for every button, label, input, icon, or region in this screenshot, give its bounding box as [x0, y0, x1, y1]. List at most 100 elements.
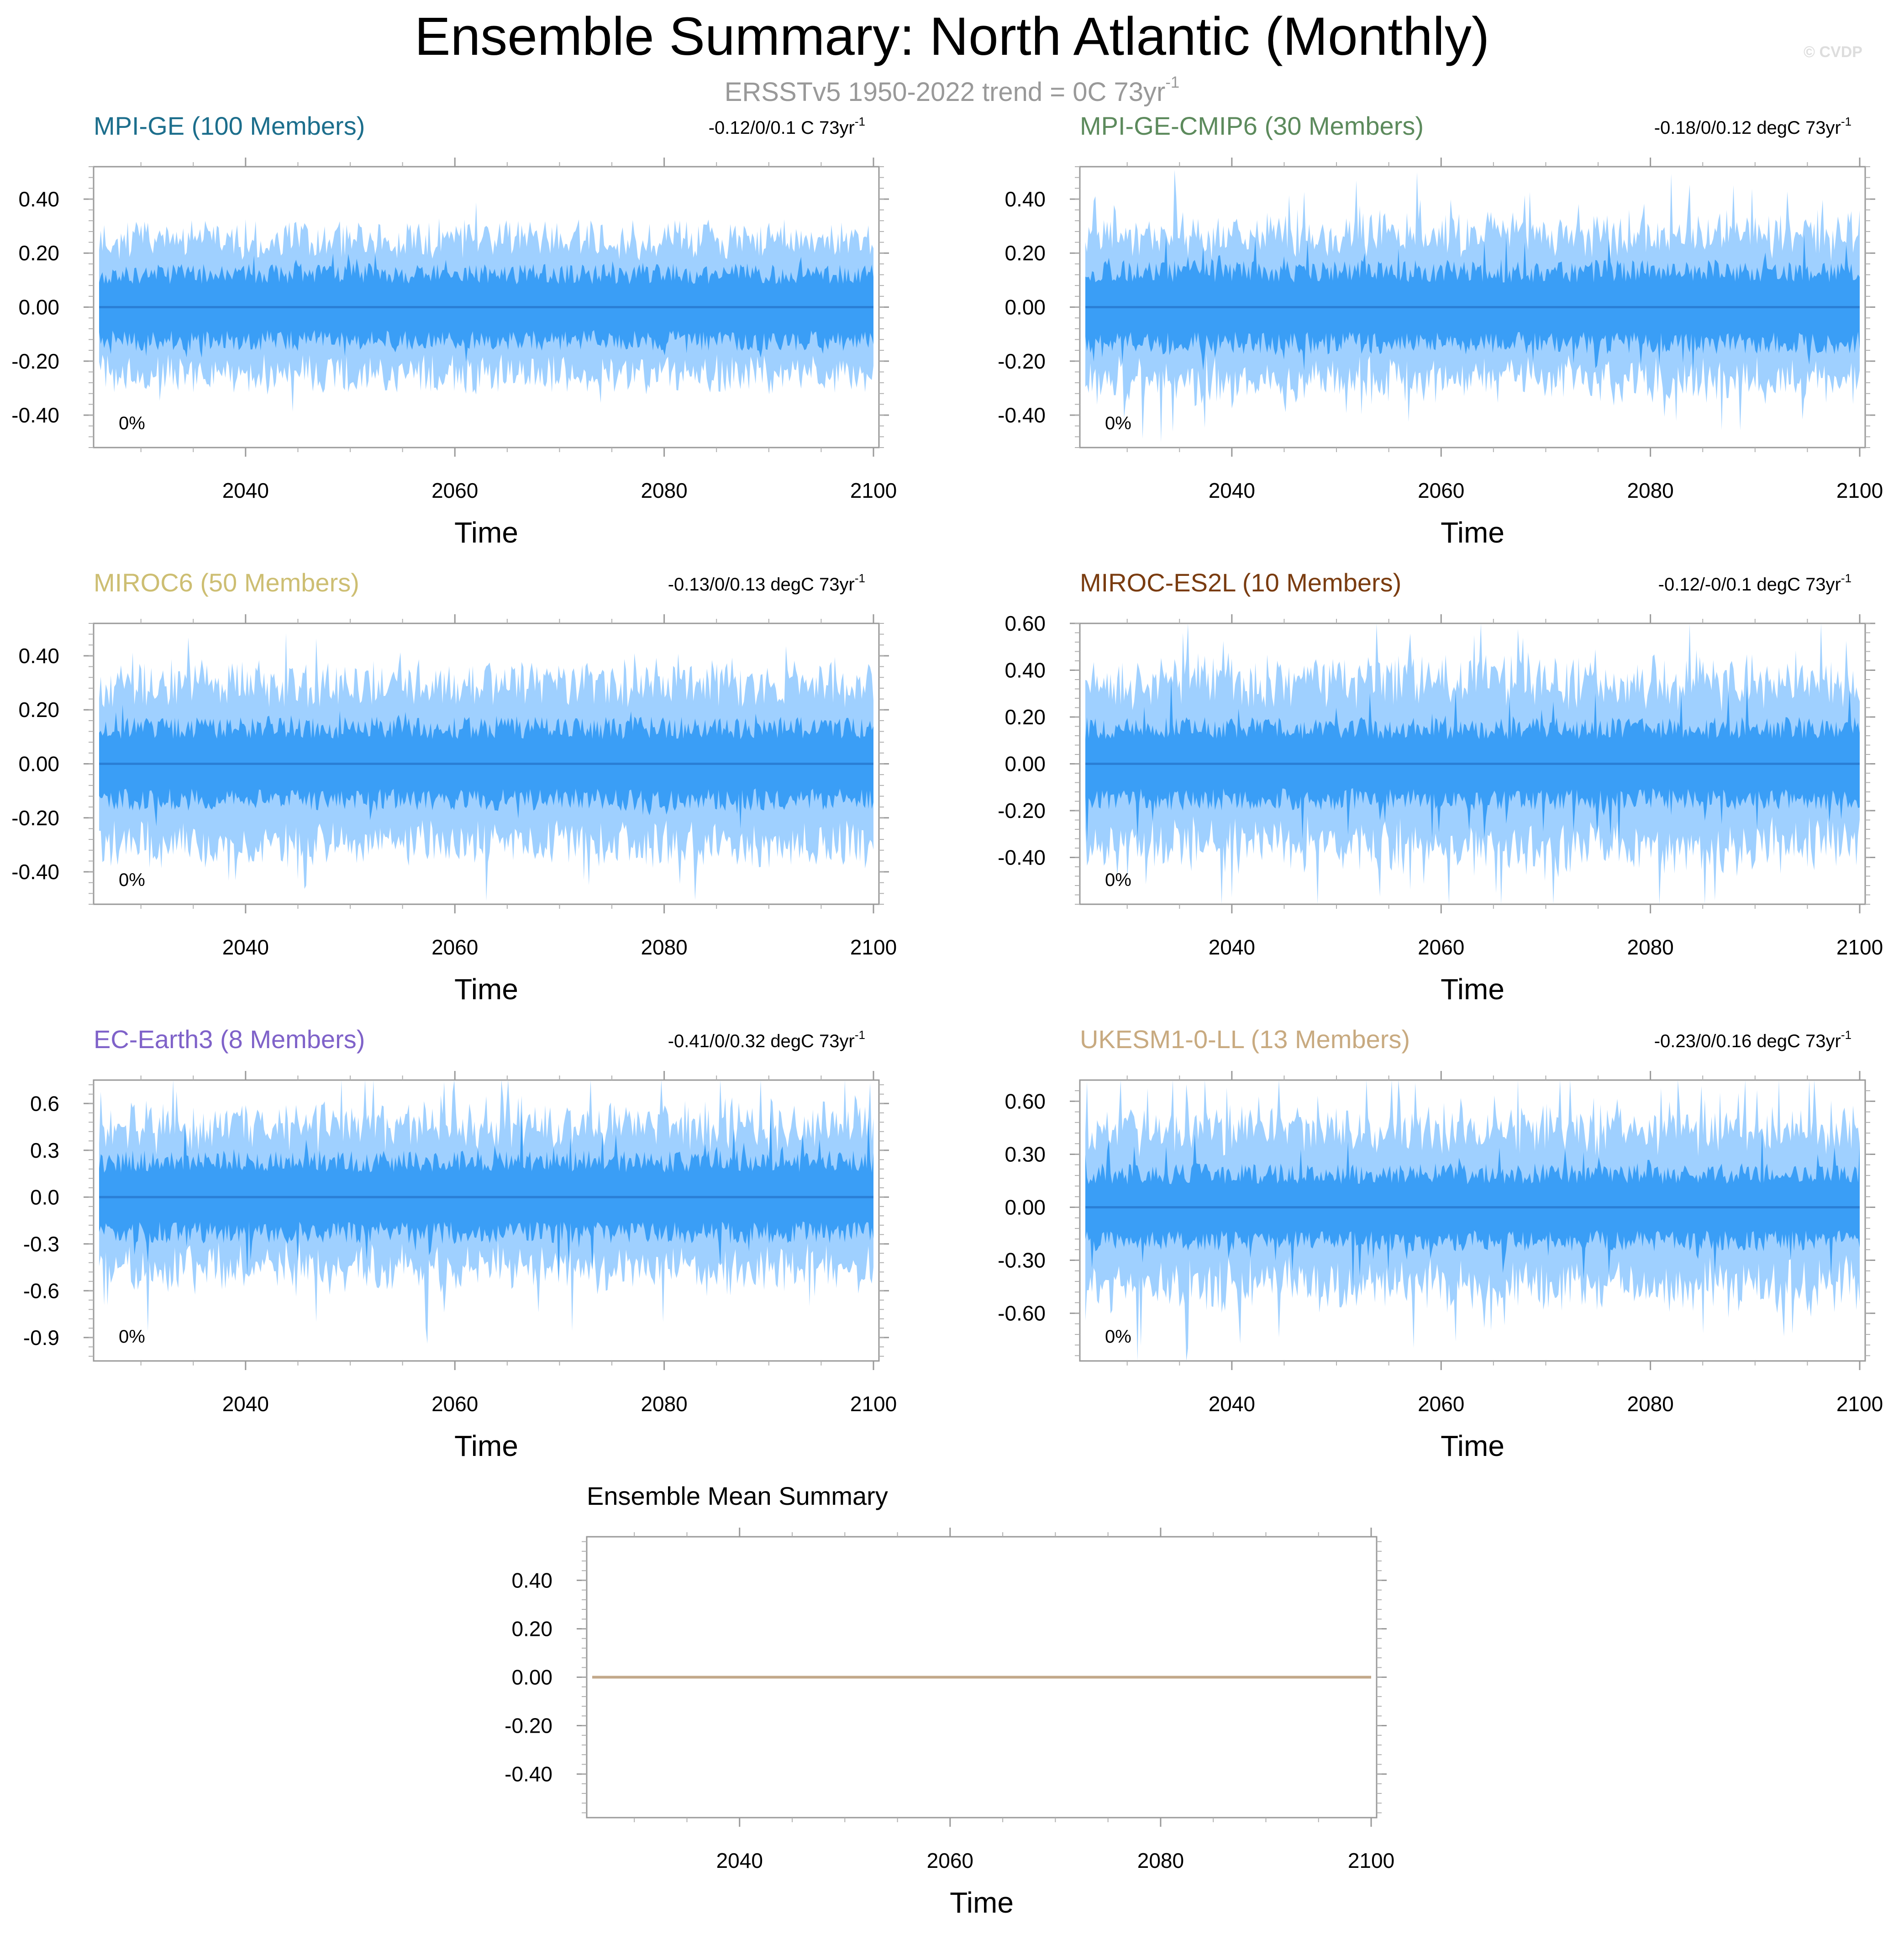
y-tick-label: 0.00 — [18, 752, 59, 776]
x-tick-label: 2080 — [1627, 479, 1673, 502]
y-tick-label: 0.3 — [30, 1139, 59, 1162]
y-tick-label: -0.30 — [998, 1249, 1046, 1272]
y-tick-label: 0.40 — [511, 1568, 552, 1592]
x-axis-label: Time — [1441, 1429, 1504, 1462]
x-tick-label: 2100 — [850, 935, 897, 959]
y-tick-label: 0.40 — [18, 644, 59, 668]
y-tick-label: -0.40 — [11, 403, 59, 427]
x-tick-label: 2040 — [1209, 1392, 1255, 1416]
y-tick-label: 0.40 — [1005, 659, 1046, 682]
percent-label: 0% — [119, 413, 145, 433]
panel-title: MIROC6 (50 Members) — [94, 568, 359, 597]
x-tick-label: 2040 — [222, 479, 269, 502]
trend-sup: -1 — [855, 571, 865, 585]
panel-5: 0.6 0.3 0.0 -0.3 -0.6 -0.9 2040 2060 2080 2100 Tim… — [23, 1025, 897, 1462]
trend-label: -0.13/0/0.13 degC 73yr-1 — [668, 571, 865, 595]
y-tick-label: -0.6 — [23, 1279, 59, 1302]
x-tick-label: 2100 — [1836, 1392, 1883, 1416]
y-tick-label: 0.00 — [1005, 295, 1046, 319]
percent-label: 0% — [1105, 1327, 1131, 1347]
y-tick-label: -0.60 — [998, 1302, 1046, 1325]
x-tick-label: 2040 — [1209, 935, 1255, 959]
page-title: Ensemble Summary: North Atlantic (Monthl… — [414, 6, 1490, 67]
y-tick-label: -0.20 — [505, 1714, 552, 1738]
x-tick-label: 2040 — [1209, 479, 1255, 502]
y-tick-label: -0.9 — [23, 1326, 59, 1350]
trend-label: -0.18/0/0.12 degC 73yr-1 — [1654, 115, 1851, 138]
y-tick-label: 0.40 — [1005, 187, 1046, 211]
x-tick-label: 2080 — [1627, 1392, 1673, 1416]
inner-spread-band — [99, 1110, 873, 1281]
panel-title: EC-Earth3 (8 Members) — [94, 1025, 365, 1054]
trend-sup: -1 — [1841, 571, 1851, 585]
y-tick-label: 0.00 — [1005, 1195, 1046, 1219]
panel-title: MPI-GE (100 Members) — [94, 111, 365, 140]
x-tick-label: 2080 — [641, 1392, 687, 1416]
percent-label: 0% — [119, 870, 145, 890]
y-tick-label: 0.20 — [18, 698, 59, 722]
x-tick-label: 2060 — [927, 1849, 973, 1872]
trend-text: -0.18/0/0.12 degC 73yr — [1654, 118, 1841, 138]
y-tick-label: 0.20 — [1005, 241, 1046, 265]
trend-sup: -1 — [1841, 1028, 1851, 1042]
y-tick-label: 0.00 — [511, 1666, 552, 1689]
panel-title: MIROC-ES2L (10 Members) — [1080, 568, 1401, 597]
trend-sup: -1 — [855, 115, 865, 128]
trend-text: -0.23/0/0.16 degC 73yr — [1654, 1031, 1841, 1051]
panel-2: 0.40 0.20 0.00 -0.20 -0.40 2040 2060 2080 2100 Ti… — [998, 111, 1883, 549]
x-axis-label: Time — [950, 1886, 1014, 1919]
x-tick-label: 2100 — [1836, 935, 1883, 959]
panel-3: 0.40 0.20 0.00 -0.20 -0.40 2040 2060 2080 2100 Ti… — [11, 568, 897, 1006]
x-tick-label: 2060 — [431, 1392, 478, 1416]
y-tick-label: -0.40 — [998, 846, 1046, 870]
x-axis-label: Time — [454, 973, 518, 1006]
x-tick-label: 2100 — [1348, 1849, 1394, 1872]
y-tick-label: 0.6 — [30, 1091, 59, 1115]
subtitle-text: ERSSTv5 1950-2022 trend = 0C 73yr — [724, 77, 1166, 107]
x-tick-label: 2060 — [431, 935, 478, 959]
x-tick-label: 2040 — [716, 1849, 763, 1872]
x-tick-label: 2100 — [850, 1392, 897, 1416]
trend-label: -0.23/0/0.16 degC 73yr-1 — [1654, 1028, 1851, 1051]
trend-text: -0.13/0/0.13 degC 73yr — [668, 575, 855, 595]
x-tick-label: 2080 — [641, 935, 687, 959]
trend-label: -0.12/0/0.1 C 73yr-1 — [709, 115, 865, 138]
x-axis-label: Time — [454, 516, 518, 549]
trend-sup: -1 — [1841, 115, 1851, 128]
y-tick-label: -0.20 — [11, 349, 59, 373]
trend-text: -0.41/0/0.32 degC 73yr — [668, 1031, 855, 1051]
panel-title: UKESM1-0-LL (13 Members) — [1080, 1025, 1410, 1054]
trend-text: -0.12/0/0.1 C 73yr — [709, 118, 855, 138]
y-tick-label: -0.40 — [11, 860, 59, 884]
x-tick-label: 2060 — [1418, 479, 1464, 502]
y-tick-label: -0.20 — [998, 349, 1046, 373]
x-tick-label: 2100 — [850, 479, 897, 502]
inner-spread-band — [1085, 678, 1860, 844]
x-tick-label: 2060 — [431, 479, 478, 502]
y-tick-label: -0.20 — [11, 806, 59, 830]
y-tick-label: 0.60 — [1005, 1089, 1046, 1113]
x-tick-label: 2040 — [222, 935, 269, 959]
x-tick-label: 2060 — [1418, 1392, 1464, 1416]
x-tick-label: 2080 — [1137, 1849, 1184, 1872]
y-tick-label: 0.30 — [1005, 1142, 1046, 1166]
x-tick-label: 2060 — [1418, 935, 1464, 959]
x-tick-label: 2040 — [222, 1392, 269, 1416]
y-tick-label: -0.20 — [998, 799, 1046, 823]
y-tick-label: 0.40 — [18, 187, 59, 211]
panel-6: 0.60 0.30 0.00 -0.30 -0.60 2040 2060 2080 2100 Ti… — [998, 1025, 1883, 1462]
x-axis-label: Time — [1441, 973, 1504, 1006]
percent-label: 0% — [1105, 413, 1131, 433]
x-axis-label: Time — [1441, 516, 1504, 549]
percent-label: 0% — [1105, 870, 1131, 890]
subtitle: ERSSTv5 1950-2022 trend = 0C 73yr-1 — [0, 74, 1904, 107]
subtitle-sup: -1 — [1165, 74, 1180, 92]
y-tick-label: -0.3 — [23, 1232, 59, 1256]
x-tick-label: 2080 — [1627, 935, 1673, 959]
y-tick-label: 0.20 — [1005, 705, 1046, 729]
y-tick-label: 0.00 — [1005, 752, 1046, 776]
percent-label: 0% — [119, 1327, 145, 1347]
trend-sup: -1 — [855, 1028, 865, 1042]
x-axis-label: Time — [454, 1429, 518, 1462]
